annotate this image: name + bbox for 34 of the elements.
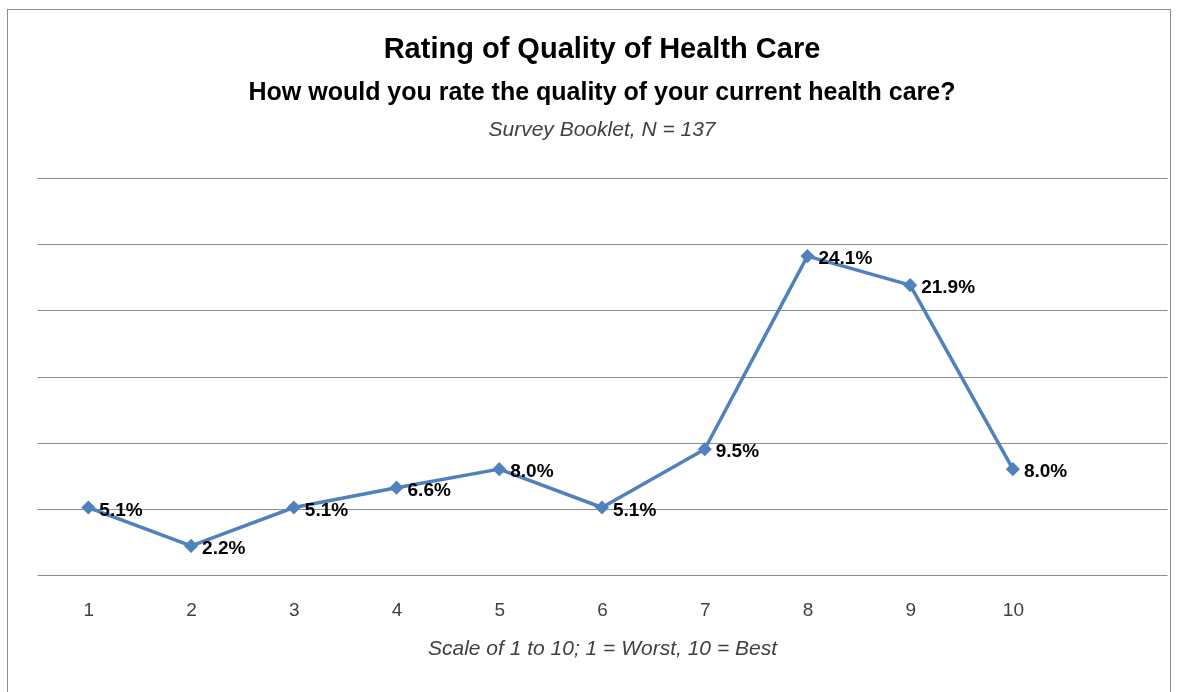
- x-tick-label: 3: [289, 598, 300, 620]
- data-label: 9.5%: [715, 440, 760, 462]
- point: [81, 500, 96, 515]
- x-tick-label: 6: [597, 598, 608, 620]
- point: [903, 278, 918, 293]
- data-label: 2.2%: [202, 536, 246, 558]
- chart-subtitle: How would you rate the quality of your current health care?: [248, 77, 956, 105]
- x-tick-label: 4: [391, 598, 403, 620]
- x-tick-label: 5: [494, 598, 506, 620]
- data-label: 5.1%: [613, 498, 657, 520]
- x-tick-label: 2: [186, 598, 197, 620]
- point: [697, 442, 712, 457]
- point: [800, 249, 815, 264]
- x-tick-label: 9: [905, 598, 916, 620]
- x-tick-label: 7: [699, 598, 711, 620]
- point: [594, 500, 610, 515]
- point: [492, 462, 507, 477]
- x-tick-label: 8: [802, 598, 814, 620]
- x-axis-title: Scale of 1 to 10; 1 = Worst, 10 = Best: [427, 635, 779, 659]
- data-label: 5.1%: [99, 498, 143, 520]
- x-tick-label: 10: [1002, 598, 1024, 620]
- point: [389, 480, 404, 495]
- chart-title: Rating of Quality of Health Care: [383, 32, 821, 64]
- data-label: 6.6%: [407, 478, 451, 500]
- point: [286, 500, 301, 515]
- point: [1005, 462, 1020, 477]
- text: Survey Booklet, N = 137: [488, 117, 717, 140]
- data-label: 24.1%: [818, 247, 873, 269]
- data-label: 5.1%: [304, 498, 349, 520]
- x-tick-label: 1: [83, 598, 95, 620]
- point: [184, 538, 199, 553]
- data-label: 8.0%: [1023, 460, 1068, 482]
- data-label: 21.9%: [921, 276, 976, 298]
- data-label: 8.0%: [510, 460, 554, 482]
